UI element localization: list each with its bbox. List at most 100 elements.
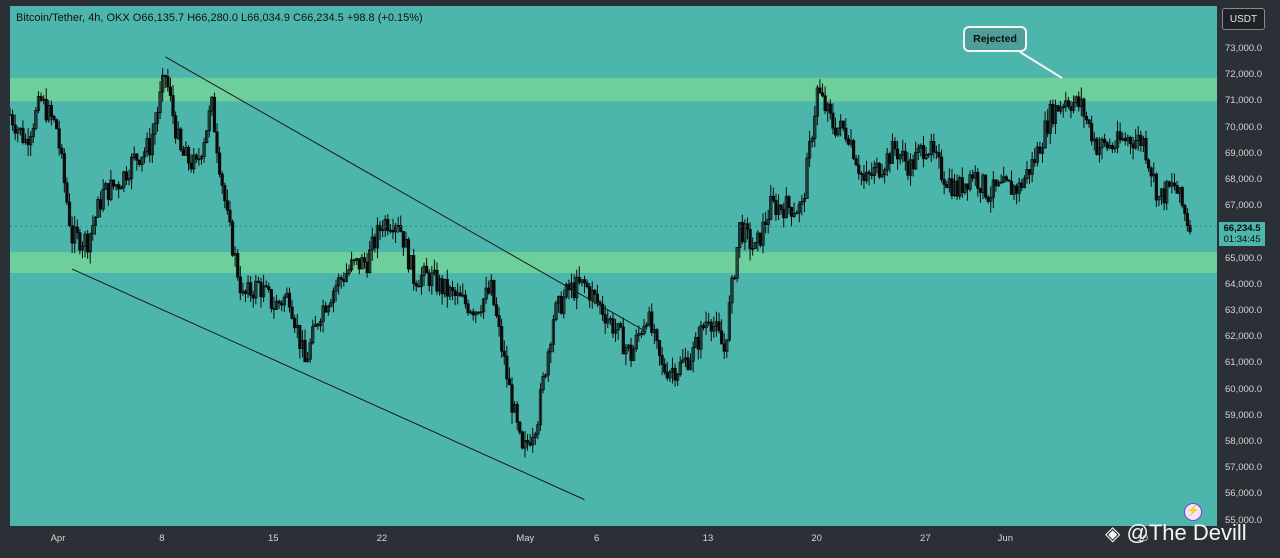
candle [921, 136, 926, 168]
y-tick-label: 57,000.0 [1225, 462, 1262, 474]
x-tick-label: Apr [50, 533, 66, 544]
candle [1053, 99, 1058, 134]
candle [916, 143, 920, 161]
candle [924, 146, 928, 161]
candle [1040, 142, 1045, 163]
candle [308, 338, 312, 363]
candle [593, 288, 597, 305]
candle [572, 274, 576, 302]
candle [937, 143, 941, 169]
candle [430, 266, 434, 295]
candle [735, 247, 739, 283]
price-axis[interactable]: 73,000.0 72,000.0 71,000.0 70,000.0 69,000.0… [1217, 0, 1280, 558]
candle [29, 131, 33, 157]
candle [218, 146, 222, 178]
candle [802, 192, 807, 213]
candle [425, 258, 429, 274]
candle [947, 168, 951, 193]
candle [613, 318, 618, 342]
candle [303, 329, 307, 363]
candle [1066, 96, 1070, 109]
candle [481, 298, 486, 319]
y-tick-label: 59,000.0 [1225, 409, 1262, 421]
candle [559, 291, 563, 315]
candle [1100, 136, 1104, 160]
candle [890, 133, 895, 164]
candle [153, 111, 157, 145]
trendline-0[interactable] [165, 56, 647, 333]
candle [513, 401, 517, 413]
candle [1141, 136, 1146, 153]
candle [782, 202, 786, 228]
candle [497, 307, 501, 337]
candle [70, 216, 74, 254]
candle [792, 202, 796, 219]
candle [510, 377, 514, 424]
candle [1139, 130, 1143, 152]
rejected-callout: Rejected [963, 26, 1027, 52]
y-tick-label: 72,000.0 [1225, 69, 1262, 81]
candle [903, 142, 907, 171]
candle [127, 169, 131, 186]
candle [18, 127, 22, 136]
candle [254, 275, 258, 305]
candle [867, 169, 871, 186]
lightning-icon[interactable]: ⚡ [1184, 503, 1202, 521]
candle [331, 287, 336, 313]
candle [142, 147, 147, 164]
diamond-logo-icon: ◈ [1105, 523, 1121, 545]
candle [378, 220, 382, 240]
candle [305, 351, 310, 363]
candle [841, 120, 845, 132]
candle [981, 173, 985, 200]
candle [678, 356, 682, 377]
candle [606, 310, 610, 329]
candle [978, 187, 982, 203]
candle [171, 85, 175, 125]
y-tick-label: 58,000.0 [1225, 436, 1262, 447]
candle [815, 85, 819, 126]
candle [771, 187, 775, 204]
candle [91, 215, 95, 241]
candle [696, 326, 700, 360]
candle [520, 430, 524, 450]
candle [670, 357, 675, 384]
candle [870, 162, 874, 180]
candle [999, 174, 1003, 184]
candle [445, 269, 449, 308]
candle [851, 138, 856, 161]
time-axis[interactable]: Apr 8 15 22 May 6 13 20 27 Jun 10 [0, 526, 1217, 558]
x-tick-label: 15 [267, 533, 279, 544]
candle [293, 314, 297, 333]
candle [212, 92, 217, 133]
candle [417, 280, 421, 288]
chart-plot-area[interactable] [10, 6, 1217, 526]
candle [274, 294, 279, 310]
candle [1002, 166, 1006, 183]
candle [1115, 120, 1120, 154]
currency-badge[interactable]: USDT [1222, 8, 1265, 30]
candle [849, 129, 853, 148]
candle [624, 344, 628, 366]
candle [207, 105, 211, 138]
candle [626, 344, 631, 352]
candle [1051, 99, 1055, 128]
y-tick-label: 65,000.0 [1225, 252, 1262, 264]
candle [189, 154, 193, 173]
candle [60, 144, 64, 159]
candle [202, 137, 206, 163]
candle [707, 313, 711, 327]
candle [549, 341, 553, 363]
trendline-1[interactable] [71, 268, 585, 501]
candle [668, 369, 672, 382]
candle [256, 276, 261, 284]
candle [745, 217, 750, 240]
candle [109, 170, 113, 202]
candle [996, 179, 1001, 187]
ohlc-header: Bitcoin/Tether, 4h, OKX O66,135.7 H66,28… [16, 12, 423, 24]
candle [911, 154, 915, 177]
y-tick-label: 67,000.0 [1225, 200, 1262, 212]
candle [373, 233, 377, 253]
candle [337, 273, 341, 295]
candle [1056, 104, 1060, 112]
